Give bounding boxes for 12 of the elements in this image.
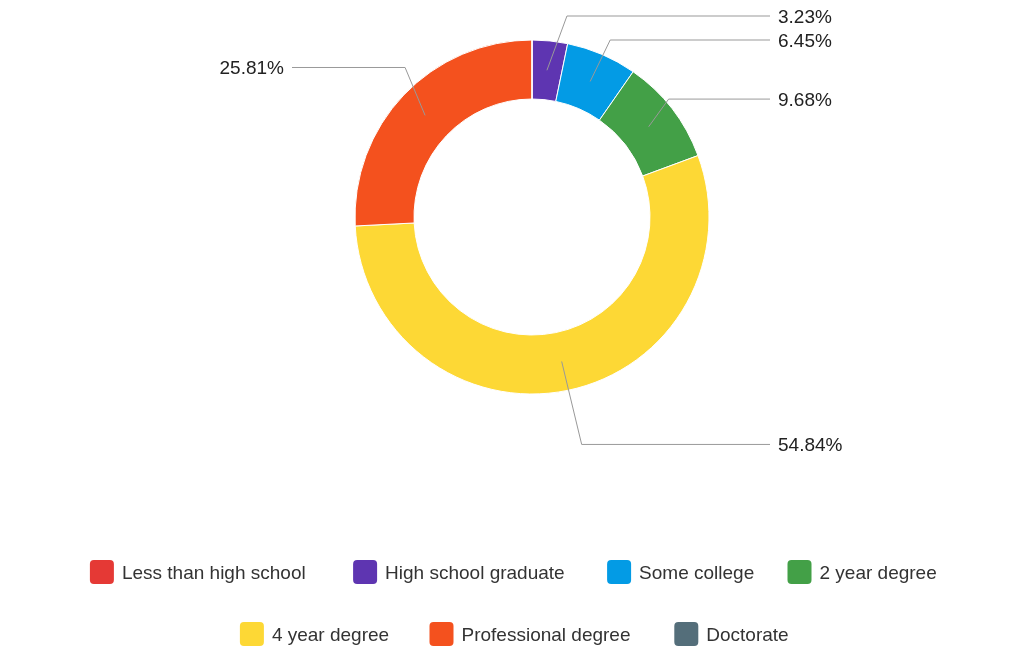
data-label: 6.45% xyxy=(778,29,832,51)
legend-label: 4 year degree xyxy=(271,623,390,645)
legend-label: Doctorate xyxy=(706,623,789,645)
data-label: 9.68% xyxy=(778,88,832,110)
data-label: 25.81% xyxy=(219,57,285,79)
legend-label: 2 year degree xyxy=(819,561,937,583)
data-label: 54.84% xyxy=(778,434,843,456)
legend-label: High school graduate xyxy=(385,561,565,583)
legend-label: Professional degree xyxy=(461,623,631,645)
legend-label: Some college xyxy=(639,561,755,583)
legend-label: Less than high school xyxy=(121,561,306,583)
data-label: 3.23% xyxy=(778,5,832,27)
